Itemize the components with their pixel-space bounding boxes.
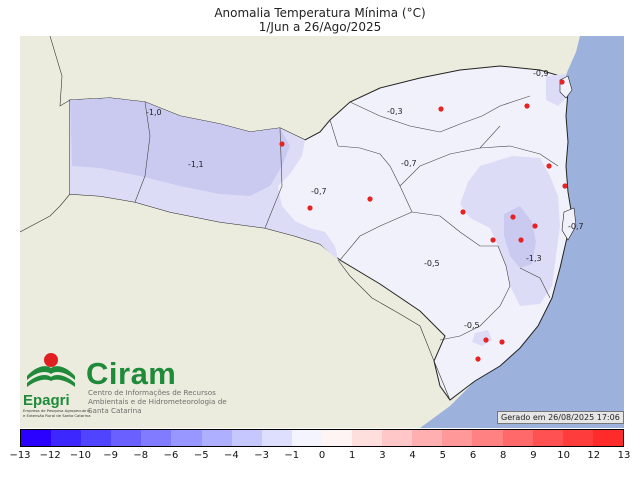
colorbar-segment <box>171 430 202 446</box>
map-subtitle: 1/Jun a 26/Ago/2025 <box>258 20 382 34</box>
station-marker <box>307 205 313 211</box>
region-value-label: -0,7 <box>568 222 584 231</box>
coast-strong-anomaly-zone <box>504 206 536 268</box>
station-marker <box>510 214 516 220</box>
colorbar-tick-label: −4 <box>224 450 239 461</box>
colorbar-tick-label: 4 <box>409 450 416 461</box>
map-title: Anomalia Temperatura Mínima (°C) <box>214 6 426 20</box>
region-value-label: -0,7 <box>401 159 417 168</box>
region-value-label: -0,7 <box>311 187 327 196</box>
station-marker <box>518 237 524 243</box>
colorbar-segment <box>352 430 383 446</box>
colorbar-segment <box>21 430 52 446</box>
station-marker <box>438 106 444 112</box>
region-value-label: -0,5 <box>464 321 480 330</box>
station-marker <box>279 141 285 147</box>
colorbar-segment <box>592 430 623 446</box>
colorbar-segment <box>412 430 443 446</box>
colorbar-ticks: −13 −12 −10 −9 −8 −6 −5 −4 −3 −1 0 1 3 4 5 6 8 9 10 12 13 <box>9 450 630 464</box>
station-marker <box>460 209 466 215</box>
epagri-logo-icon <box>27 353 75 387</box>
colorbar-tick-label: 13 <box>617 450 631 461</box>
colorbar-tick-label: 5 <box>439 450 446 461</box>
colorbar-segment <box>502 430 533 446</box>
state-border-south <box>337 259 451 401</box>
colorbar-tick-label: 3 <box>379 450 386 461</box>
anomaly-map: -1,0 -1,1 -0,7 -0,3 -0,9 -0,7 -0,7 -0,5 -1,3 -0,5 <box>20 36 624 428</box>
region-value-label: -1,1 <box>188 160 204 169</box>
colorbar-tick-label: 6 <box>469 450 477 461</box>
colorbar-segment <box>231 430 262 446</box>
ciram-logo-text: Ciram <box>86 356 177 391</box>
colorbar-segment <box>81 430 112 446</box>
colorbar-tick-label: 12 <box>587 450 601 461</box>
colorbar <box>20 429 624 447</box>
station-marker <box>367 196 373 202</box>
station-marker <box>490 237 496 243</box>
colorbar-segment <box>442 430 473 446</box>
country-border-west <box>20 193 71 233</box>
region-value-label: -1,0 <box>146 108 162 117</box>
colorbar-segment <box>382 430 413 446</box>
coastal-island <box>561 207 577 241</box>
colorbar-tick-label: −5 <box>193 450 209 461</box>
weather-stations <box>279 79 568 362</box>
colorbar-segment <box>291 430 322 446</box>
colorbar-tick-label: 8 <box>500 450 507 461</box>
region-value-label: -0,3 <box>387 107 403 116</box>
generated-timestamp: Gerado em 26/08/2025 17:06 <box>497 411 624 424</box>
station-marker <box>483 337 489 343</box>
ciram-logo-subtitle: Centro de Informações de Recursos Ambien… <box>88 388 227 415</box>
region-value-label: -1,3 <box>526 254 542 263</box>
colorbar-tick-label: −6 <box>163 450 179 461</box>
region-value-label: -0,9 <box>533 69 549 78</box>
station-marker <box>546 163 552 169</box>
colorbar-segment <box>562 430 593 446</box>
ocean <box>420 36 624 428</box>
epagri-logo-subtitle: Empresa de Pesquisa Agropecuária e Exten… <box>23 408 91 418</box>
colorbar-segment <box>261 430 292 446</box>
region-borders <box>134 95 559 341</box>
colorbar-tick-label: −10 <box>69 450 91 461</box>
colorbar-tick-label: −1 <box>284 450 300 461</box>
state-border-north <box>49 36 71 107</box>
colorbar-segment <box>111 430 142 446</box>
station-marker <box>532 223 538 229</box>
station-marker <box>475 356 481 362</box>
colorbar-segment <box>141 430 172 446</box>
colorbar-tick-label: −9 <box>103 450 118 461</box>
region-value-label: -0,5 <box>424 259 440 268</box>
station-marker <box>562 183 568 189</box>
colorbar-tick-label: 0 <box>318 450 326 461</box>
colorbar-tick-label: 9 <box>530 450 537 461</box>
colorbar-tick-label: −12 <box>39 450 61 461</box>
station-marker <box>559 79 565 85</box>
colorbar-segment <box>51 430 82 446</box>
epagri-logo-text: Epagri <box>23 392 70 409</box>
colorbar-tick-label: −8 <box>133 450 149 461</box>
colorbar-tick-label: −13 <box>9 450 31 461</box>
colorbar-tick-label: −3 <box>254 450 269 461</box>
colorbar-segment <box>321 430 353 446</box>
region-value-labels: -1,0 -1,1 -0,7 -0,3 -0,9 -0,7 -0,7 -0,5 -1,3 -0,5 <box>146 69 584 330</box>
colorbar-segment <box>532 430 563 446</box>
west-strong-anomaly-zone <box>70 98 290 196</box>
colorbar-segment <box>472 430 503 446</box>
station-marker <box>499 339 505 345</box>
station-marker <box>524 103 530 109</box>
colorbar-tick-label: 1 <box>349 450 356 461</box>
colorbar-tick-label: 10 <box>557 450 570 461</box>
colorbar-segment <box>201 430 232 446</box>
